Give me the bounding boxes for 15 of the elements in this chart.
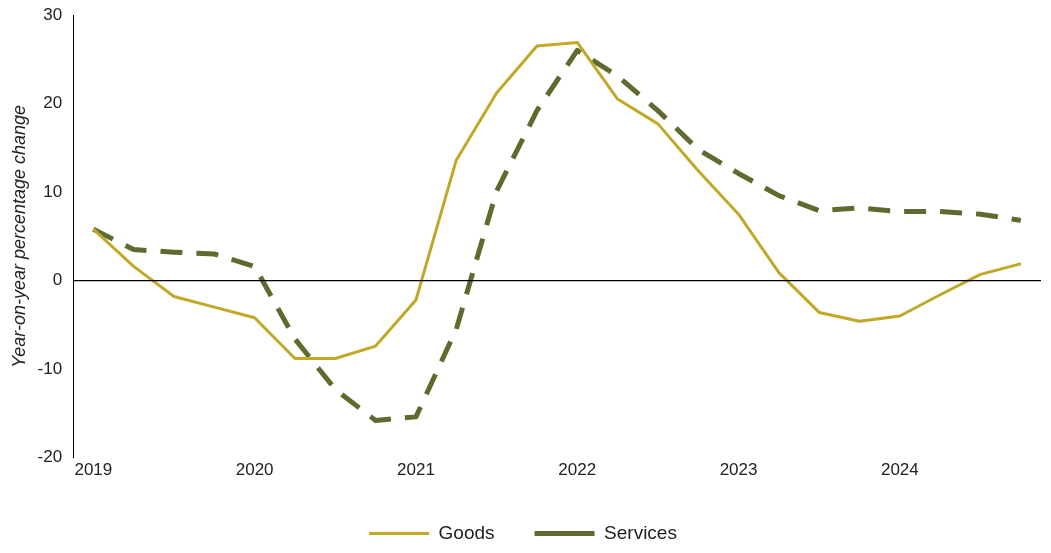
x-tick-label: 2021 [397, 460, 435, 480]
y-tick-label: 0 [52, 270, 63, 290]
x-tick-label: 2023 [719, 460, 758, 480]
y-tick-label: 30 [43, 4, 63, 24]
legend-label: Services [604, 521, 677, 543]
y-tick-label: -20 [37, 447, 63, 467]
x-tick-label: 2022 [558, 460, 597, 480]
y-tick-label: 20 [43, 93, 63, 113]
y-axis-title: Year-on-year percentage change [8, 104, 29, 368]
x-tick-label: 2020 [235, 460, 274, 480]
legend-label: Goods [438, 521, 495, 543]
y-tick-label: 10 [43, 181, 63, 201]
x-tick-label: 2024 [880, 460, 919, 480]
y-tick-label: -10 [37, 358, 63, 378]
x-tick-label: 2019 [74, 460, 113, 480]
